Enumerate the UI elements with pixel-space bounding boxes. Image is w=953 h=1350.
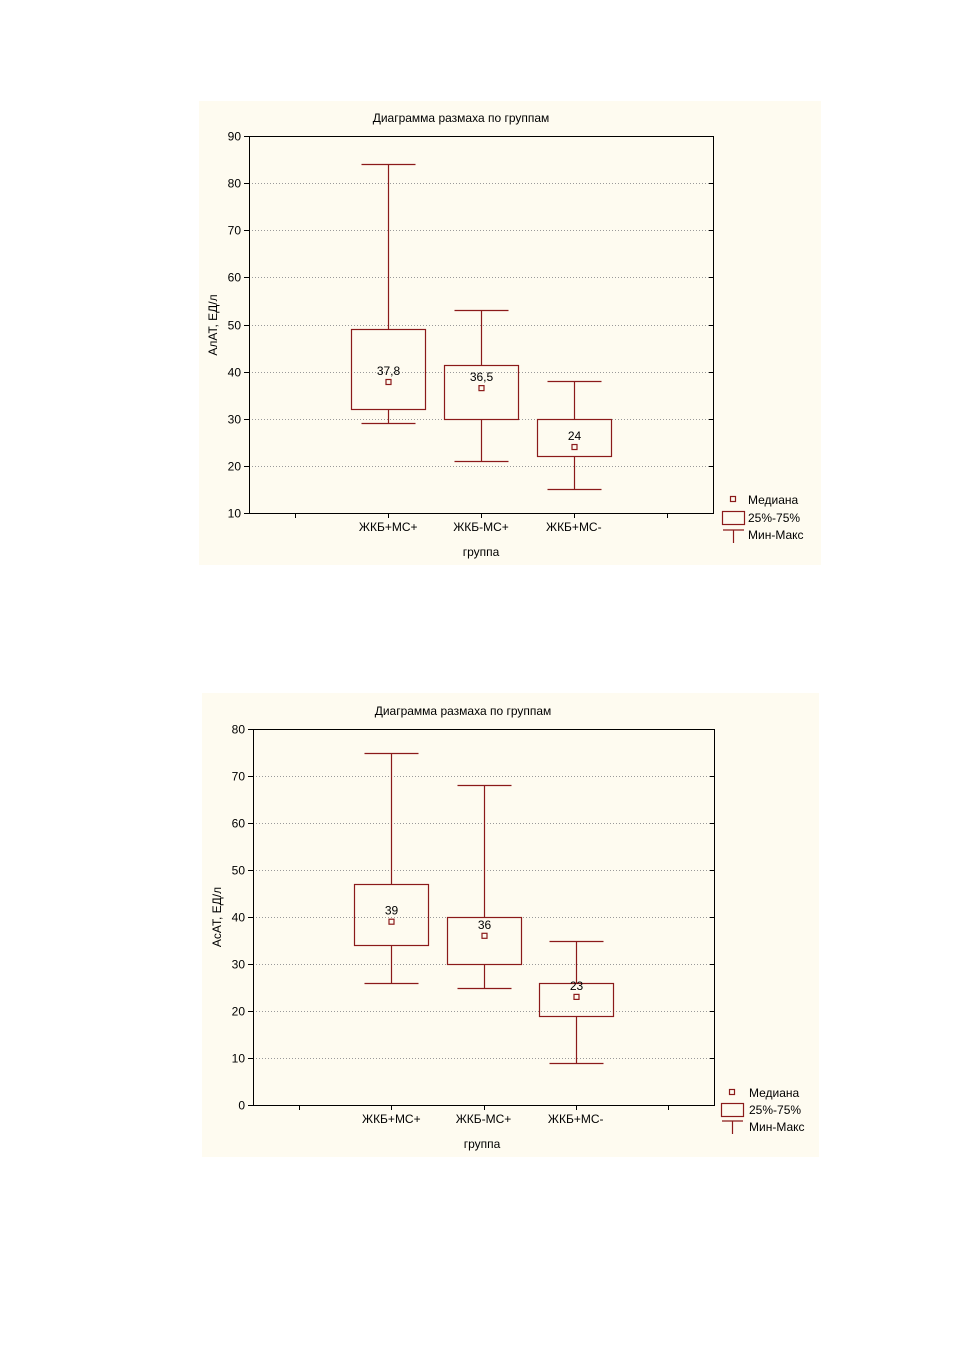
y-axis-label: АлАТ, ЕД/л xyxy=(206,294,220,355)
y-tick-label: 70 xyxy=(232,770,246,784)
y-tick-label: 80 xyxy=(228,177,242,191)
x-tick-label: ЖКБ+МС- xyxy=(546,520,602,534)
x-tick-label: ЖКБ+МС- xyxy=(548,1112,604,1126)
y-tick-label: 20 xyxy=(228,460,242,474)
median-marker xyxy=(573,993,580,1000)
legend-median-marker xyxy=(728,1088,736,1096)
chart-legend: Медиана 25%-75% Мин-Макс xyxy=(721,493,804,543)
y-tick-label: 10 xyxy=(228,507,242,521)
y-tick-label: 40 xyxy=(228,366,242,380)
legend-box-marker xyxy=(720,1102,745,1118)
asat-chart-svg: Диаграмма размаха по группам АсАТ, ЕД/л … xyxy=(210,704,805,1151)
legend-box-marker xyxy=(721,510,746,526)
iqr-box xyxy=(538,982,615,1018)
median-label: 36,5 xyxy=(470,370,494,384)
y-tick-label: 40 xyxy=(232,911,246,925)
x-axis-label: группа xyxy=(464,1137,501,1151)
x-tick-label: ЖКБ+МС+ xyxy=(362,1112,421,1126)
y-tick-label: 0 xyxy=(238,1099,245,1113)
legend-box-label: 25%-75% xyxy=(748,511,800,525)
median-label: 24 xyxy=(568,429,582,443)
y-tick-label: 20 xyxy=(232,1005,246,1019)
iqr-box xyxy=(353,883,430,947)
iqr-box xyxy=(536,418,613,458)
y-tick-label: 10 xyxy=(232,1052,246,1066)
median-marker xyxy=(481,932,488,939)
y-tick-label: 30 xyxy=(228,413,242,427)
iqr-box xyxy=(350,328,427,411)
chart-title: Диаграмма размаха по группам xyxy=(373,111,550,125)
y-tick-label: 90 xyxy=(228,130,242,144)
y-tick-label: 60 xyxy=(228,271,242,285)
median-label: 23 xyxy=(570,979,584,993)
legend-whisker-label: Мин-Макс xyxy=(749,1120,805,1134)
y-tick-label: 60 xyxy=(232,817,246,831)
median-label: 37,8 xyxy=(377,364,401,378)
legend-median-label: Медиана xyxy=(749,1086,800,1100)
iqr-box xyxy=(443,364,520,421)
legend-box-label: 25%-75% xyxy=(749,1103,801,1117)
median-marker xyxy=(388,918,395,925)
y-tick-label: 70 xyxy=(228,224,242,238)
legend-median-marker xyxy=(729,495,737,503)
x-tick-label: ЖКБ-МС+ xyxy=(453,520,509,534)
x-tick-label: ЖКБ-МС+ xyxy=(456,1112,512,1126)
alat-chart-svg: Диаграмма размаха по группам АлАТ, ЕД/л … xyxy=(206,111,804,559)
alat-boxplot-chart: Диаграмма размаха по группам АлАТ, ЕД/л … xyxy=(199,101,821,565)
x-axis-label: группа xyxy=(463,545,500,559)
y-axis-label: АсАТ, ЕД/л xyxy=(210,887,224,947)
median-marker xyxy=(478,385,485,392)
y-tick-label: 80 xyxy=(232,723,246,737)
asat-boxplot-chart: Диаграмма размаха по группам АсАТ, ЕД/л … xyxy=(202,693,819,1157)
iqr-box xyxy=(446,916,523,966)
median-marker xyxy=(571,443,578,451)
y-tick-label: 50 xyxy=(232,864,246,878)
y-tick-label: 50 xyxy=(228,319,242,333)
median-marker xyxy=(385,378,392,386)
chart-title: Диаграмма размаха по группам xyxy=(375,704,552,718)
x-tick-label: ЖКБ+МС+ xyxy=(359,520,418,534)
y-tick-label: 30 xyxy=(232,958,246,972)
legend-median-label: Медиана xyxy=(748,493,799,507)
median-label: 39 xyxy=(385,904,399,918)
chart-legend: Медиана 25%-75% Мин-Макс xyxy=(720,1086,805,1134)
legend-whisker-label: Мин-Макс xyxy=(748,528,804,542)
median-label: 36 xyxy=(478,918,492,932)
